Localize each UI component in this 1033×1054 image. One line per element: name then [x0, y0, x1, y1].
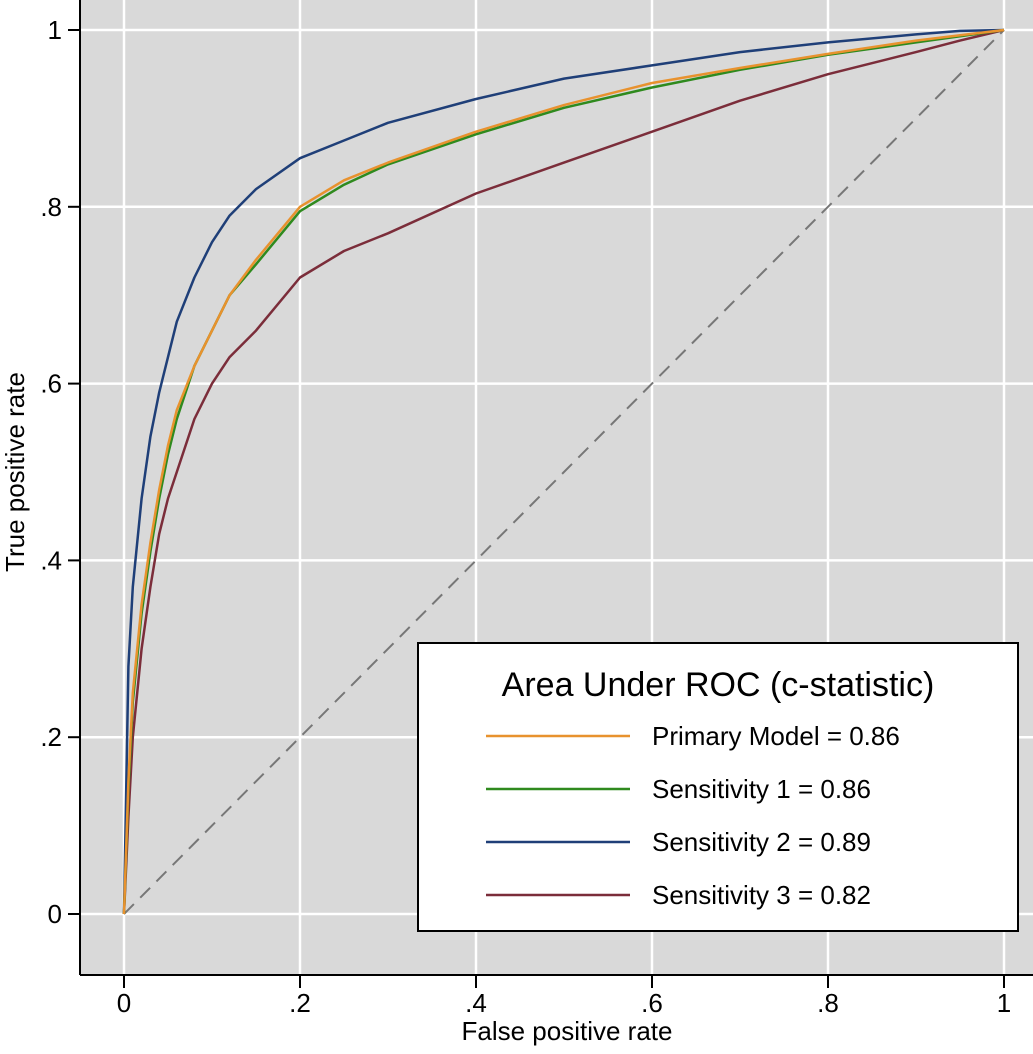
roc-curve-3 — [122, 28, 1005, 915]
x-tick-label-0: 0 — [117, 988, 131, 1018]
gridlines — [80, 0, 1033, 975]
legend-title: Area Under ROC (c-statistic) — [502, 666, 935, 704]
y-tick-label-1: .2 — [40, 722, 62, 752]
y-tick-label-4: .8 — [40, 192, 62, 222]
x-axis-title: False positive rate — [462, 1016, 673, 1046]
legend-box — [417, 642, 1019, 932]
roc-curve-0 — [122, 28, 1005, 915]
y-tick-label-3: .6 — [40, 369, 62, 399]
legend-label-3: Sensitivity 3 = 0.82 — [652, 880, 871, 910]
legend-label-0: Primary Model = 0.86 — [652, 721, 900, 751]
y-axis-ticks: 0 .2 .4 .6 .8 1 — [40, 0, 81, 975]
y-axis-title: True positive rate — [0, 372, 30, 572]
roc-curves — [122, 28, 1005, 915]
legend-label-1: Sensitivity 1 = 0.86 — [652, 774, 871, 804]
legend: Area Under ROC (c-statistic) Primary Mod… — [417, 642, 1019, 932]
x-tick-label-3: .6 — [641, 988, 663, 1018]
diagonal-reference-line — [123, 29, 1005, 915]
x-tick-label-2: .4 — [465, 988, 487, 1018]
x-tick-label-5: 1 — [997, 988, 1011, 1018]
legend-label-2: Sensitivity 2 = 0.89 — [652, 827, 871, 857]
legend-entries: Primary Model = 0.86 Sensitivity 1 = 0.86… — [486, 721, 900, 910]
y-tick-label-2: .4 — [40, 545, 62, 575]
y-tick-label-5: 1 — [48, 15, 62, 45]
y-tick-label-0: 0 — [48, 899, 62, 929]
roc-curve-2 — [122, 28, 1005, 915]
x-tick-label-4: .8 — [817, 988, 839, 1018]
x-tick-label-1: .2 — [289, 988, 311, 1018]
x-axis-ticks: 0 .2 .4 .6 .8 1 — [80, 974, 1033, 1018]
